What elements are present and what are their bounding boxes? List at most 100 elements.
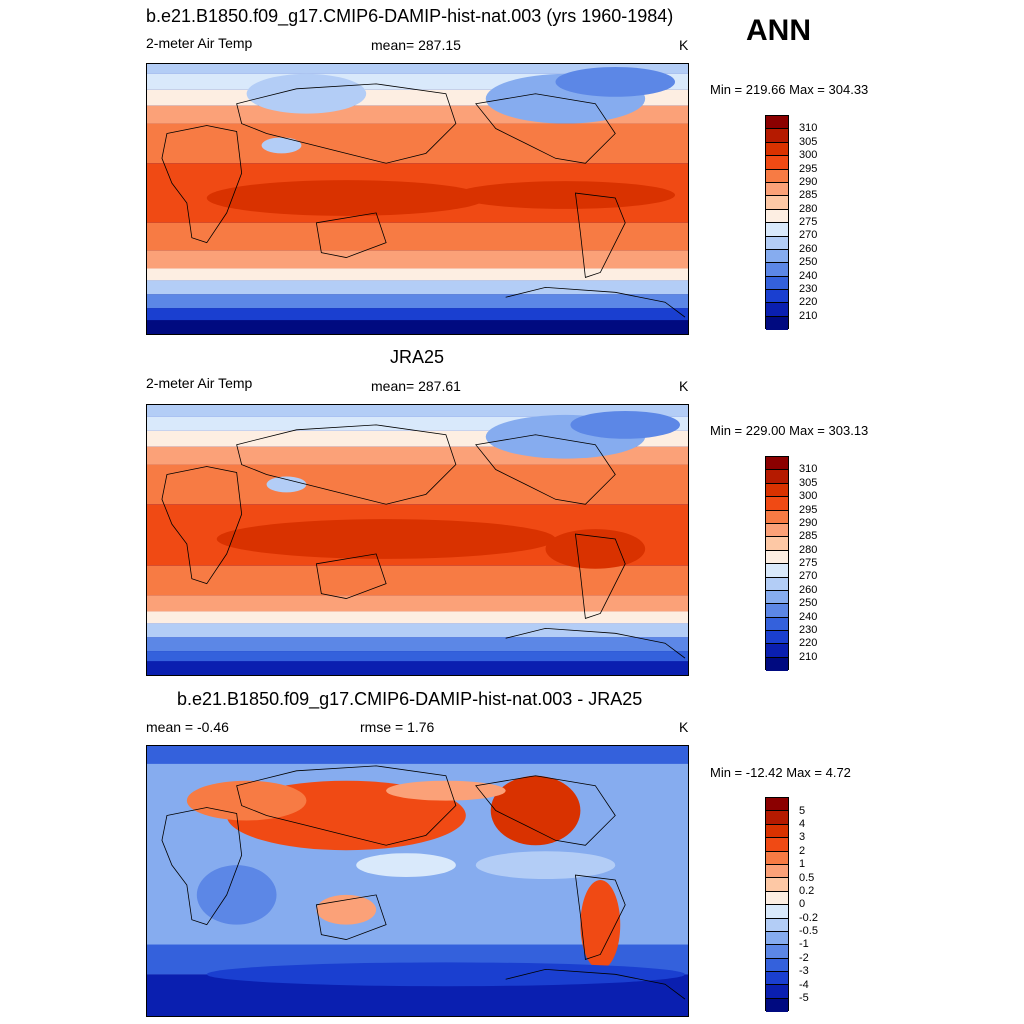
panel2-colorbar-label: 290: [799, 517, 818, 529]
panel2-colorbar-label: 300: [799, 490, 818, 502]
panel3-colorbar-label: 0.2: [799, 885, 815, 897]
panel1-variable-label: 2-meter Air Temp: [146, 35, 253, 51]
panel2-colorbar-swatch: [766, 577, 788, 591]
panel1-colorbar-swatch: [766, 182, 788, 197]
panel2-colorbar-label: 275: [799, 557, 818, 569]
panel1-colorbar-label: 275: [799, 216, 818, 228]
panel3-colorbar: [765, 797, 789, 1013]
panel2-colorbar-label: 230: [799, 624, 818, 636]
panel3-units: K: [679, 719, 689, 735]
panel1-colorbar-label: 300: [799, 149, 818, 161]
panel2-colorbar-swatch: [766, 550, 788, 565]
panel3-colorbar-swatch: [766, 891, 788, 906]
panel2-colorbar-swatch: [766, 523, 788, 538]
panel1-colorbar-swatch: [766, 303, 788, 317]
panel2-colorbar: [765, 456, 789, 672]
panel1-map-svg: [147, 64, 688, 334]
panel2-colorbar-label: 280: [799, 544, 818, 556]
panel2-colorbar-label: 270: [799, 570, 818, 582]
panel1-colorbar-label: 305: [799, 136, 818, 148]
panel1-colorbar-label: 250: [799, 256, 818, 268]
panel1-colorbar-label: 220: [799, 296, 818, 308]
panel1-colorbar-swatch: [766, 142, 788, 157]
panel3-rmse-label: rmse = 1.76: [360, 719, 435, 735]
panel3-colorbar-label: 1: [799, 858, 806, 870]
panel2-colorbar-swatch: [766, 537, 788, 551]
panel1-colorbar-swatch: [766, 156, 788, 170]
panel3-colorbar-swatch: [766, 864, 788, 879]
panel1-minmax: Min = 219.66 Max = 304.33: [710, 82, 869, 97]
panel2-colorbar-swatch: [766, 470, 788, 484]
panel1-units: K: [679, 37, 689, 53]
panel3-colorbar-label: 0: [799, 898, 806, 910]
panel2-colorbar-label: 305: [799, 477, 818, 489]
panel3-colorbar-swatch: [766, 958, 788, 973]
panel1-colorbar-swatch: [766, 236, 788, 250]
panel3-colorbar-label: -0.5: [799, 925, 818, 937]
panel1-colorbar-label: 285: [799, 189, 818, 201]
panel1-colorbar-label: 230: [799, 283, 818, 295]
panel3-mean-label: mean = -0.46: [146, 719, 229, 735]
panel2-colorbar-swatch: [766, 483, 788, 498]
panel1-colorbar-swatch: [766, 116, 788, 130]
panel3-colorbar-swatch: [766, 878, 788, 892]
panel3-colorbar-label: 2: [799, 845, 806, 857]
panel1-colorbar-label: 240: [799, 270, 818, 282]
panel2-colorbar-swatch: [766, 590, 788, 605]
panel2-colorbar-swatch: [766, 564, 788, 578]
panel1-colorbar-swatch: [766, 290, 788, 304]
panel2-colorbar-label: 285: [799, 530, 818, 542]
panel2-map-svg: [147, 405, 688, 675]
panel3-colorbar-swatch: [766, 824, 788, 839]
panel3-colorbar-label: -3: [799, 965, 809, 977]
panel2-colorbar-swatch: [766, 657, 788, 672]
panel3-colorbar-label: -5: [799, 992, 809, 1004]
panel2-colorbar-label: 310: [799, 463, 818, 475]
panel3-colorbar-swatch: [766, 811, 788, 825]
panel1-colorbar-swatch: [766, 209, 788, 224]
panel2-colorbar-label: 295: [799, 504, 818, 516]
panel2-units: K: [679, 378, 689, 394]
panel1-map: [146, 63, 689, 335]
panel3-colorbar-swatch: [766, 918, 788, 932]
panel3-colorbar-swatch: [766, 945, 788, 959]
panel3-map-svg: [147, 746, 688, 1016]
panel2-colorbar-swatch: [766, 631, 788, 645]
panel1-colorbar-swatch: [766, 276, 788, 291]
panel2-colorbar-swatch: [766, 644, 788, 658]
panel2-colorbar-swatch: [766, 604, 788, 618]
panel1-colorbar-swatch: [766, 129, 788, 143]
panel2-title: JRA25: [390, 347, 445, 367]
panel1-colorbar-label: 290: [799, 176, 818, 188]
panel1-colorbar-label: 270: [799, 229, 818, 241]
panel3-colorbar-label: -1: [799, 938, 809, 950]
panel1-mean-label: mean= 287.15: [371, 37, 461, 53]
season-label: ANN: [746, 14, 811, 47]
panel1-colorbar-label: 280: [799, 203, 818, 215]
panel2-map: [146, 404, 689, 676]
panel2-colorbar-label: 210: [799, 651, 818, 663]
panel1-colorbar-swatch: [766, 223, 788, 237]
panel3-title: b.e21.B1850.f09_g17.CMIP6-DAMIP-hist-nat…: [177, 689, 643, 709]
panel2-colorbar-label: 260: [799, 584, 818, 596]
panel3-map: [146, 745, 689, 1017]
panel2-colorbar-swatch: [766, 497, 788, 511]
panel3-colorbar-swatch: [766, 998, 788, 1013]
panel2-colorbar-swatch: [766, 510, 788, 524]
panel3-colorbar-swatch: [766, 905, 788, 919]
panel2-variable-label: 2-meter Air Temp: [146, 375, 253, 391]
panel1-colorbar-swatch: [766, 263, 788, 277]
panel3-colorbar-swatch: [766, 972, 788, 986]
panel1-colorbar-swatch: [766, 169, 788, 183]
panel1-title: b.e21.B1850.f09_g17.CMIP6-DAMIP-hist-nat…: [146, 6, 674, 26]
panel1-colorbar-label: 260: [799, 243, 818, 255]
panel3-colorbar-swatch: [766, 798, 788, 812]
panel3-colorbar-label: 4: [799, 818, 806, 830]
panel3-colorbar-swatch: [766, 838, 788, 852]
panel1-colorbar-swatch: [766, 249, 788, 264]
panel3-colorbar-label: 5: [799, 805, 806, 817]
panel3-colorbar-swatch: [766, 931, 788, 946]
panel2-mean-label: mean= 287.61: [371, 378, 461, 394]
panel1-colorbar-swatch: [766, 196, 788, 210]
panel3-colorbar-swatch: [766, 985, 788, 999]
